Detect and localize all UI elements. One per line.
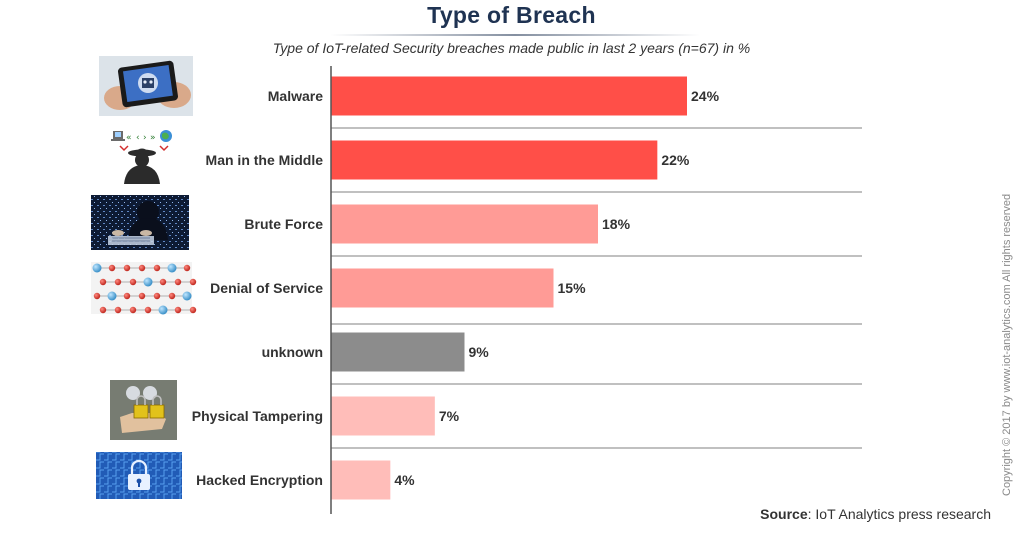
bar-man-in-the-middle xyxy=(331,140,658,180)
category-label: Malware xyxy=(268,88,323,104)
padlock-hand-icon xyxy=(110,380,177,440)
value-label: 24% xyxy=(691,88,720,104)
svg-text:»: » xyxy=(150,133,156,143)
source-text: : IoT Analytics press research xyxy=(807,506,991,522)
value-label: 18% xyxy=(602,216,631,232)
category-label: Brute Force xyxy=(244,216,323,232)
chart-title: Type of Breach xyxy=(427,2,596,28)
network-molecule-icon xyxy=(91,262,197,315)
svg-text:«: « xyxy=(126,133,132,143)
svg-text:‹: ‹ xyxy=(136,133,140,143)
source-label: Source xyxy=(760,506,808,522)
value-label: 7% xyxy=(439,408,460,424)
bar-denial-of-service xyxy=(331,268,554,308)
category-label: Physical Tampering xyxy=(192,408,323,424)
value-label: 9% xyxy=(469,344,490,360)
svg-text:›: › xyxy=(143,133,147,143)
value-label: 22% xyxy=(661,152,690,168)
value-label: 15% xyxy=(558,280,587,296)
bar-physical-tampering xyxy=(331,396,435,436)
chart-subtitle: Type of IoT-related Security breaches ma… xyxy=(272,40,751,56)
category-label: unknown xyxy=(262,344,323,360)
digital-lock-icon xyxy=(96,452,182,499)
value-label: 4% xyxy=(394,472,415,488)
hacker-interception-icon: « ‹ › » xyxy=(111,130,172,184)
source-note: Source: IoT Analytics press research xyxy=(760,506,991,522)
smartphone-virus-icon xyxy=(99,56,193,116)
bar-unknown xyxy=(331,332,465,372)
category-label: Hacked Encryption xyxy=(196,472,323,488)
bar-hacked-encryption xyxy=(331,460,391,500)
category-label: Man in the Middle xyxy=(206,152,324,168)
title-underline xyxy=(330,34,700,36)
hacker-keyboard-icon xyxy=(91,195,189,250)
bar-brute-force xyxy=(331,204,598,244)
copyright-notice: Copyright © 2017 by www.iot-analytics.co… xyxy=(1001,193,1013,496)
bar-malware xyxy=(331,76,687,116)
category-label: Denial of Service xyxy=(210,280,323,296)
